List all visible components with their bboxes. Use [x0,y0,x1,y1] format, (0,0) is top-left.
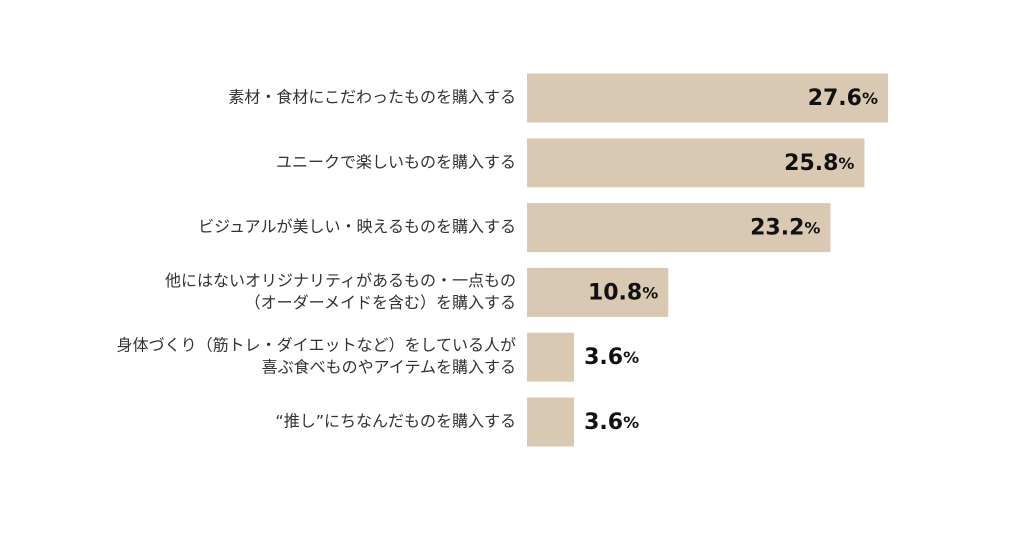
category-label-1-line-0: ユニークで楽しいものを購入する [276,152,516,171]
category-label-3-line-1: （オーダーメイドを含む）を購入する [245,293,516,312]
value-unit-0: % [862,89,878,108]
value-number-5: 3.6 [584,410,623,435]
value-number-3: 10.8 [588,280,642,305]
value-number-1: 25.8 [784,151,838,176]
bar-2 [527,203,831,253]
value-unit-2: % [804,218,820,237]
value-labels-group: 27.6%25.8%23.2%10.8%3.6%3.6% [584,86,878,435]
value-unit-5: % [623,413,639,432]
bar-1 [527,138,865,188]
value-label-4: 3.6% [584,345,639,370]
value-number-4: 3.6 [584,345,623,370]
bar-4 [527,332,575,382]
category-label-5-line-0: “推し”にちなんだものを購入する [275,412,516,431]
value-unit-4: % [623,348,639,367]
bars-group [527,73,888,447]
category-label-3-line-0: 他にはないオリジナリティがあるもの・一点もの [165,271,516,290]
category-label-2-line-0: ビジュアルが美しい・映えるものを購入する [198,217,516,236]
value-number-0: 27.6 [808,86,862,111]
value-label-3: 10.8% [588,280,658,305]
category-label-4-line-1: 喜ぶ食べものやアイテムを購入する [262,358,516,377]
value-unit-1: % [838,153,854,172]
value-label-5: 3.6% [584,410,639,435]
bar-0 [527,73,888,123]
bar-5 [527,397,575,447]
category-labels-group: 素材・食材にこだわったものを購入するユニークで楽しいものを購入するビジュアルが美… [117,88,516,431]
category-label-4-line-0: 身体づくり（筋トレ・ダイエットなど）をしている人が [117,336,516,355]
category-label-0-line-0: 素材・食材にこだわったものを購入する [228,88,516,107]
value-label-1: 25.8% [784,151,854,176]
value-number-2: 23.2 [750,216,804,241]
bar-3 [527,267,669,317]
value-label-2: 23.2% [750,216,820,241]
value-unit-3: % [642,283,658,302]
value-label-0: 27.6% [808,86,878,111]
